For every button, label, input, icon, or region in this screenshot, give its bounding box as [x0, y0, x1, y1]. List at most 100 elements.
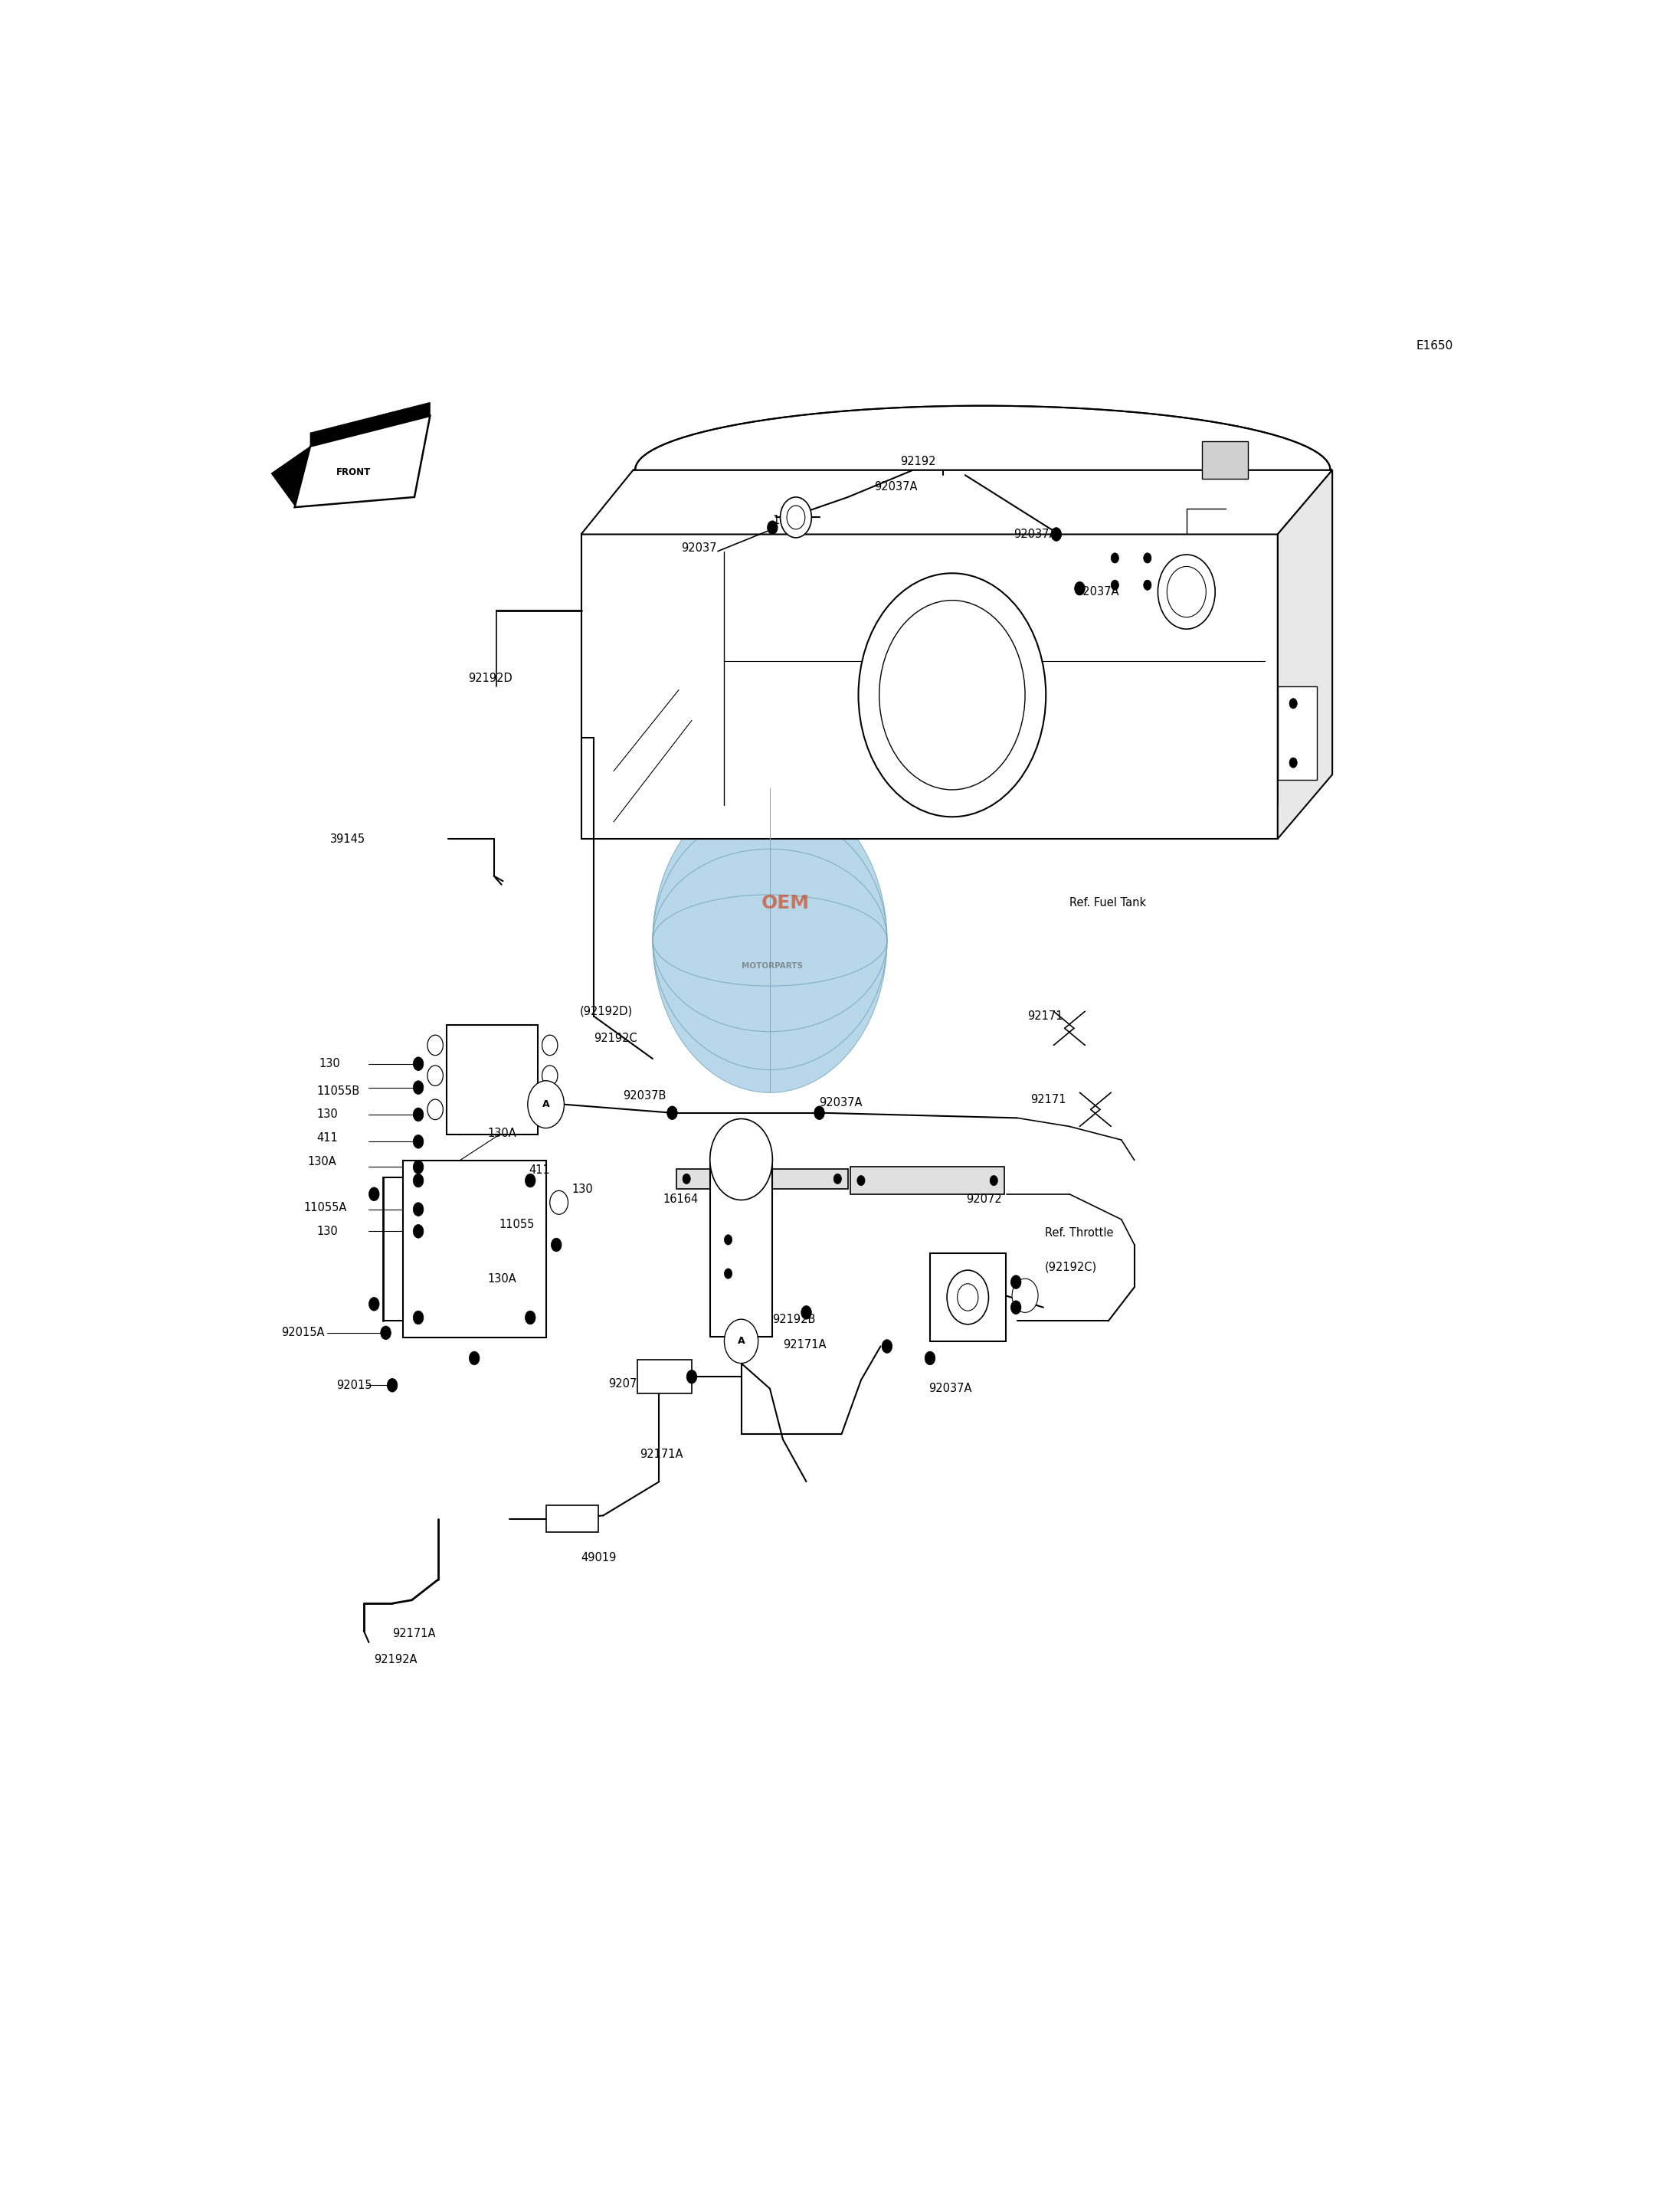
Circle shape	[924, 1351, 936, 1364]
Circle shape	[528, 1081, 564, 1127]
Text: 130: 130	[318, 1226, 338, 1237]
Text: 92015: 92015	[336, 1380, 371, 1391]
Circle shape	[381, 1327, 391, 1340]
Text: 11055A: 11055A	[304, 1202, 348, 1213]
Circle shape	[948, 1270, 988, 1325]
Text: 130: 130	[319, 1059, 341, 1070]
Circle shape	[724, 1268, 732, 1279]
Text: 92192B: 92192B	[773, 1314, 816, 1325]
Circle shape	[1144, 580, 1151, 591]
Polygon shape	[270, 446, 311, 505]
Circle shape	[413, 1312, 423, 1325]
Circle shape	[768, 521, 778, 534]
Text: OEM: OEM	[761, 894, 810, 912]
Text: 130: 130	[571, 1184, 593, 1195]
Text: Ref. Fuel Tank: Ref. Fuel Tank	[1070, 896, 1146, 910]
Circle shape	[780, 497, 811, 538]
Circle shape	[413, 1107, 423, 1120]
Circle shape	[682, 1173, 690, 1184]
Circle shape	[1011, 1279, 1038, 1312]
Text: (92192C): (92192C)	[1045, 1261, 1097, 1272]
Text: 92192: 92192	[900, 455, 936, 468]
Text: 92037A: 92037A	[874, 481, 917, 492]
Text: 130: 130	[318, 1109, 338, 1120]
Text: 16164: 16164	[664, 1193, 699, 1204]
Circle shape	[858, 573, 1047, 817]
Text: 92075: 92075	[608, 1378, 643, 1389]
Bar	[447, 1024, 538, 1136]
Circle shape	[543, 1066, 558, 1085]
Circle shape	[1110, 580, 1119, 591]
Text: 92192D: 92192D	[467, 672, 512, 683]
Circle shape	[413, 1173, 423, 1186]
Text: 130A: 130A	[487, 1272, 516, 1285]
Polygon shape	[633, 406, 1332, 470]
Circle shape	[543, 1098, 558, 1120]
Text: FRONT: FRONT	[336, 468, 371, 477]
Text: 92171: 92171	[1028, 1011, 1063, 1022]
Text: 92171A: 92171A	[783, 1338, 827, 1351]
Text: 92015A: 92015A	[282, 1327, 324, 1338]
Text: 92037A: 92037A	[820, 1096, 862, 1109]
Circle shape	[711, 1118, 773, 1200]
Bar	[1203, 442, 1248, 479]
Circle shape	[427, 1098, 444, 1120]
Polygon shape	[1277, 470, 1332, 839]
Circle shape	[654, 789, 887, 1092]
Circle shape	[427, 1066, 444, 1085]
Text: 92037B: 92037B	[623, 1090, 665, 1101]
Circle shape	[815, 1105, 825, 1120]
Text: 92072: 92072	[966, 1193, 1003, 1204]
Text: 92192C: 92192C	[595, 1033, 638, 1044]
Bar	[1277, 685, 1317, 780]
Text: 130A: 130A	[487, 1127, 516, 1138]
Circle shape	[543, 1035, 558, 1055]
Text: 16087: 16087	[773, 514, 808, 527]
Circle shape	[990, 1175, 998, 1186]
Text: 11055B: 11055B	[318, 1085, 360, 1096]
Circle shape	[882, 1340, 892, 1353]
Text: 92037A: 92037A	[1013, 529, 1057, 540]
Circle shape	[1289, 699, 1297, 710]
Text: 92037A: 92037A	[929, 1382, 973, 1395]
Polygon shape	[581, 470, 1332, 534]
Polygon shape	[581, 534, 1277, 839]
Text: 92171: 92171	[1030, 1094, 1065, 1105]
Bar	[637, 1360, 692, 1393]
Text: 49019: 49019	[581, 1551, 617, 1564]
Circle shape	[833, 1173, 842, 1184]
Circle shape	[879, 600, 1025, 789]
Circle shape	[801, 1305, 811, 1318]
Circle shape	[413, 1224, 423, 1239]
Circle shape	[1011, 1274, 1021, 1290]
Text: Ref. Throttle: Ref. Throttle	[1045, 1228, 1114, 1239]
Text: A: A	[543, 1098, 549, 1109]
Text: (92192D): (92192D)	[580, 1006, 633, 1017]
Text: 92037: 92037	[682, 543, 717, 554]
Circle shape	[1168, 567, 1206, 617]
Circle shape	[549, 1191, 568, 1215]
Circle shape	[1289, 758, 1297, 767]
Circle shape	[1011, 1301, 1021, 1314]
Bar	[850, 1167, 1005, 1195]
Circle shape	[857, 1175, 865, 1186]
Circle shape	[724, 1235, 732, 1246]
Circle shape	[526, 1173, 536, 1186]
Circle shape	[370, 1296, 380, 1312]
Bar	[546, 1505, 598, 1534]
Bar	[403, 1160, 546, 1338]
Circle shape	[1144, 554, 1151, 562]
Bar	[931, 1252, 1006, 1340]
Circle shape	[413, 1202, 423, 1217]
Text: 92171A: 92171A	[640, 1448, 684, 1461]
Text: 411: 411	[529, 1164, 551, 1175]
Circle shape	[786, 505, 805, 529]
Circle shape	[413, 1057, 423, 1070]
Text: 39145: 39145	[329, 833, 365, 844]
Text: E1650: E1650	[1416, 341, 1453, 352]
Polygon shape	[311, 402, 430, 446]
Circle shape	[386, 1378, 398, 1393]
Circle shape	[413, 1081, 423, 1094]
Circle shape	[413, 1136, 423, 1149]
Circle shape	[1052, 527, 1062, 540]
